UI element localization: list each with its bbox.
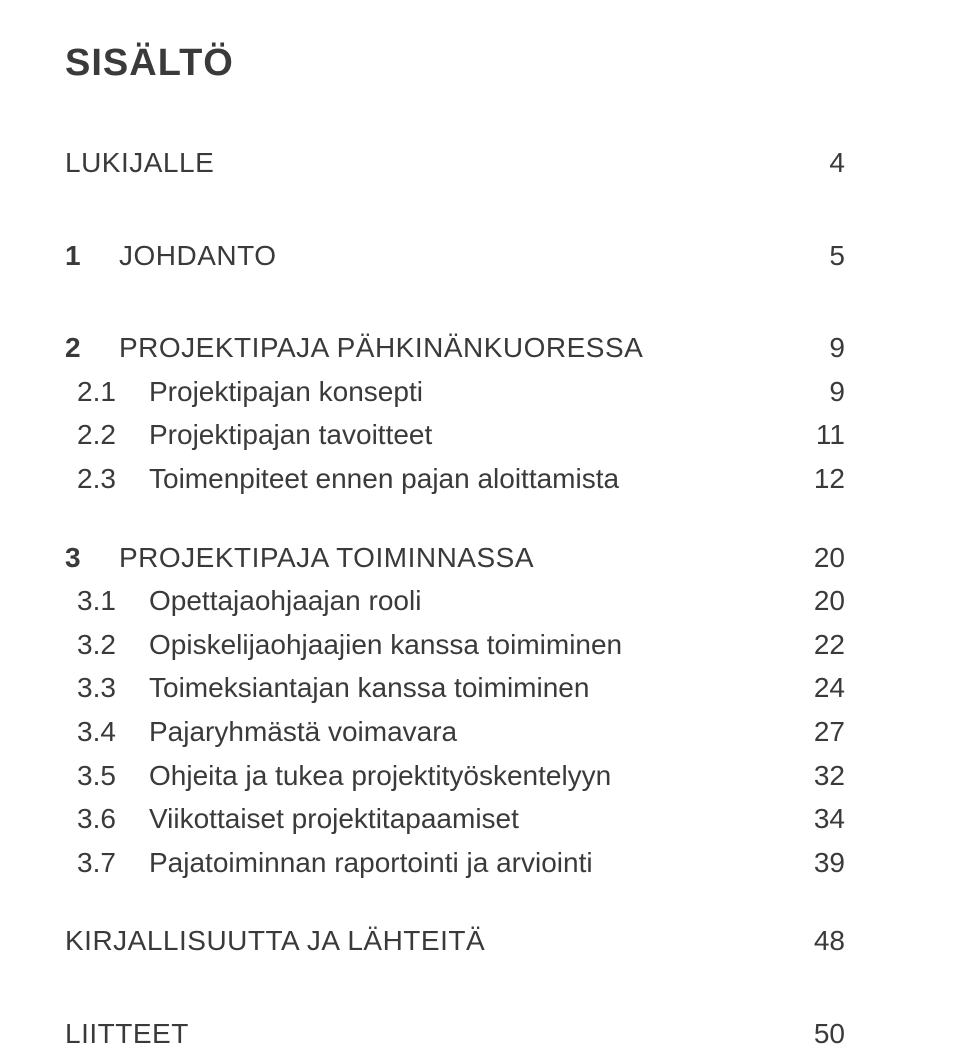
toc-page-number: 11 [795,415,845,456]
toc-row: 3.4Pajaryhmästä voimavara 27 [65,712,845,753]
toc-row-left: KIRJALLISUUTTA JA LÄHTEITÄ [65,921,485,962]
toc-row: 3PROJEKTIPAJA TOIMINNASSA 20 [65,538,845,579]
toc-chapter-number: 2 [65,328,119,369]
toc-row: LUKIJALLE 4 [65,143,845,184]
toc-section-label: Projektipajan tavoitteet [149,415,432,456]
toc-section-label: Opettajaohjaajan rooli [149,581,421,622]
toc-page-number: 34 [795,799,845,840]
toc-row: 3.6Viikottaiset projektitapaamiset 34 [65,799,845,840]
toc-chapter-label: PROJEKTIPAJA TOIMINNASSA [119,538,534,579]
toc-section-label: Projektipajan konsepti [149,372,423,413]
toc-row: 3.5Ohjeita ja tukea projektityöskentelyy… [65,756,845,797]
toc-section-number: 2.2 [65,415,149,456]
toc-row-left: 2.1Projektipajan konsepti [65,372,423,413]
toc-row-left: LUKIJALLE [65,143,214,184]
toc-chapter-number: 1 [65,236,119,277]
toc-row-left: 3PROJEKTIPAJA TOIMINNASSA [65,538,534,579]
toc-section-number: 2.1 [65,372,149,413]
toc-page-number: 32 [795,756,845,797]
toc-row-left: 3.3Toimeksiantajan kanssa toimiminen [65,668,589,709]
toc-row-left: LIITTEET [65,1014,189,1055]
toc-page-number: 20 [795,581,845,622]
toc-section-label: Pajaryhmästä voimavara [149,712,457,753]
toc-chapter-label: JOHDANTO [119,236,277,277]
toc-section-number: 3.7 [65,843,149,884]
toc-row-left: 3.4Pajaryhmästä voimavara [65,712,457,753]
toc-row-left: 3.7Pajatoiminnan raportointi ja arvioint… [65,843,593,884]
toc-page-number: 9 [795,372,845,413]
toc-section-number: 3.4 [65,712,149,753]
toc-row: LIITTEET 50 [65,1014,845,1055]
toc-chapter-label: LIITTEET [65,1014,189,1055]
toc-section-number: 2.3 [65,459,149,500]
toc-section-number: 3.1 [65,581,149,622]
toc-section-label: Ohjeita ja tukea projektityöskentelyyn [149,756,611,797]
toc-row-left: 3.2Opiskelijaohjaajien kanssa toimiminen [65,625,622,666]
toc-chapter-label: KIRJALLISUUTTA JA LÄHTEITÄ [65,921,485,962]
toc-row-left: 3.6Viikottaiset projektitapaamiset [65,799,519,840]
toc-row: 3.3Toimeksiantajan kanssa toimiminen 24 [65,668,845,709]
toc-row: 3.2Opiskelijaohjaajien kanssa toimiminen… [65,625,845,666]
toc-row: 2PROJEKTIPAJA PÄHKINÄNKUORESSA 9 [65,328,845,369]
toc-chapter-label: LUKIJALLE [65,143,214,184]
toc-row: 1JOHDANTO 5 [65,236,845,277]
toc-section-label: Toimenpiteet ennen pajan aloittamista [149,459,619,500]
toc-row: 2.3Toimenpiteet ennen pajan aloittamista… [65,459,845,500]
toc-row: 3.1Opettajaohjaajan rooli 20 [65,581,845,622]
toc-row-left: 2PROJEKTIPAJA PÄHKINÄNKUORESSA [65,328,643,369]
toc-section-label: Toimeksiantajan kanssa toimiminen [149,668,589,709]
toc-section-number: 3.3 [65,668,149,709]
toc-row: 2.1Projektipajan konsepti 9 [65,372,845,413]
toc-row: KIRJALLISUUTTA JA LÄHTEITÄ 48 [65,921,845,962]
toc-page-number: 24 [795,668,845,709]
toc-row-left: 1JOHDANTO [65,236,277,277]
toc-title: SISÄLTÖ [65,42,845,85]
toc-page-number: 12 [795,459,845,500]
toc-page-number: 20 [795,538,845,579]
toc-page-number: 50 [795,1014,845,1055]
toc-chapter-label: PROJEKTIPAJA PÄHKINÄNKUORESSA [119,328,643,369]
toc-page-number: 27 [795,712,845,753]
toc-page-number: 5 [795,236,845,277]
toc-chapter-number: 3 [65,538,119,579]
toc-section-label: Pajatoiminnan raportointi ja arviointi [149,843,593,884]
toc-row: 3.7Pajatoiminnan raportointi ja arvioint… [65,843,845,884]
toc-page-number: 48 [795,921,845,962]
toc-row-left: 3.5Ohjeita ja tukea projektityöskentelyy… [65,756,611,797]
toc-row-left: 2.3Toimenpiteet ennen pajan aloittamista [65,459,619,500]
toc-list: LUKIJALLE 4 1JOHDANTO 5 2PROJEKTIPAJA PÄHKIN… [65,143,845,1055]
toc-section-number: 3.2 [65,625,149,666]
toc-row-left: 3.1Opettajaohjaajan rooli [65,581,421,622]
toc-section-number: 3.5 [65,756,149,797]
toc-page-number: 4 [795,143,845,184]
toc-page-number: 39 [795,843,845,884]
toc-section-label: Opiskelijaohjaajien kanssa toimiminen [149,625,622,666]
toc-section-label: Viikottaiset projektitapaamiset [149,799,519,840]
toc-page-number: 9 [795,328,845,369]
toc-row: 2.2Projektipajan tavoitteet 11 [65,415,845,456]
toc-page-number: 22 [795,625,845,666]
toc-row-left: 2.2Projektipajan tavoitteet [65,415,432,456]
toc-section-number: 3.6 [65,799,149,840]
